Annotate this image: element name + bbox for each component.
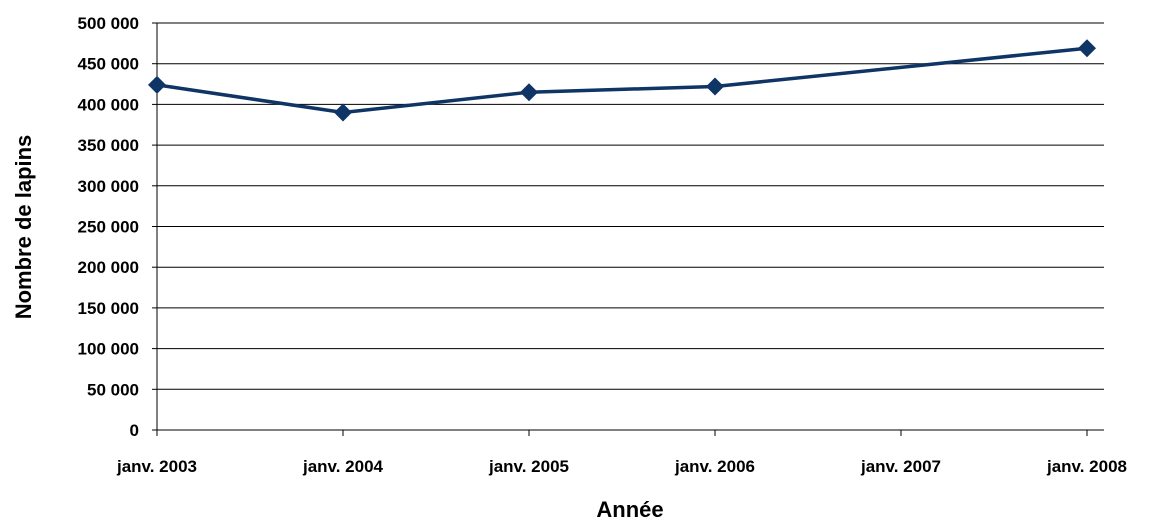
y-tick-label: 150 000 [78, 299, 139, 318]
y-tick-label: 450 000 [78, 55, 139, 74]
y-tick-label: 50 000 [87, 380, 139, 399]
y-tick-label: 200 000 [78, 258, 139, 277]
series-line [156, 46, 1088, 115]
grid-lines [157, 22, 1104, 390]
y-tick-label: 500 000 [78, 14, 139, 33]
axes [152, 22, 1104, 436]
y-tick-label: 350 000 [78, 136, 139, 155]
data-point-marker [334, 103, 352, 122]
y-tick-label: 0 [130, 421, 139, 440]
data-point-marker [706, 77, 724, 96]
y-tick-label: 100 000 [78, 340, 139, 359]
data-point-marker [1078, 39, 1096, 58]
data-point-marker [148, 75, 166, 94]
data-point-marker [520, 83, 538, 102]
y-tick-label: 300 000 [78, 177, 139, 196]
x-tick-label: janv. 2004 [302, 457, 384, 476]
x-tick-label: janv. 2007 [860, 457, 941, 476]
series-layer [148, 39, 1096, 122]
y-tick-label: 400 000 [78, 95, 139, 114]
x-tick-label: janv. 2005 [488, 457, 569, 476]
y-tick-label: 250 000 [78, 218, 139, 237]
tick-labels: 0 50 000 100 000 150 000 200 000 250 000 300 0… [78, 14, 1127, 476]
y-axis-title: Nombre de lapins [11, 135, 36, 320]
x-tick-label: janv. 2006 [674, 457, 755, 476]
x-axis-title: Année [596, 497, 663, 520]
x-tick-label: janv. 2003 [116, 457, 197, 476]
x-tick-label: janv. 2008 [1046, 457, 1127, 476]
